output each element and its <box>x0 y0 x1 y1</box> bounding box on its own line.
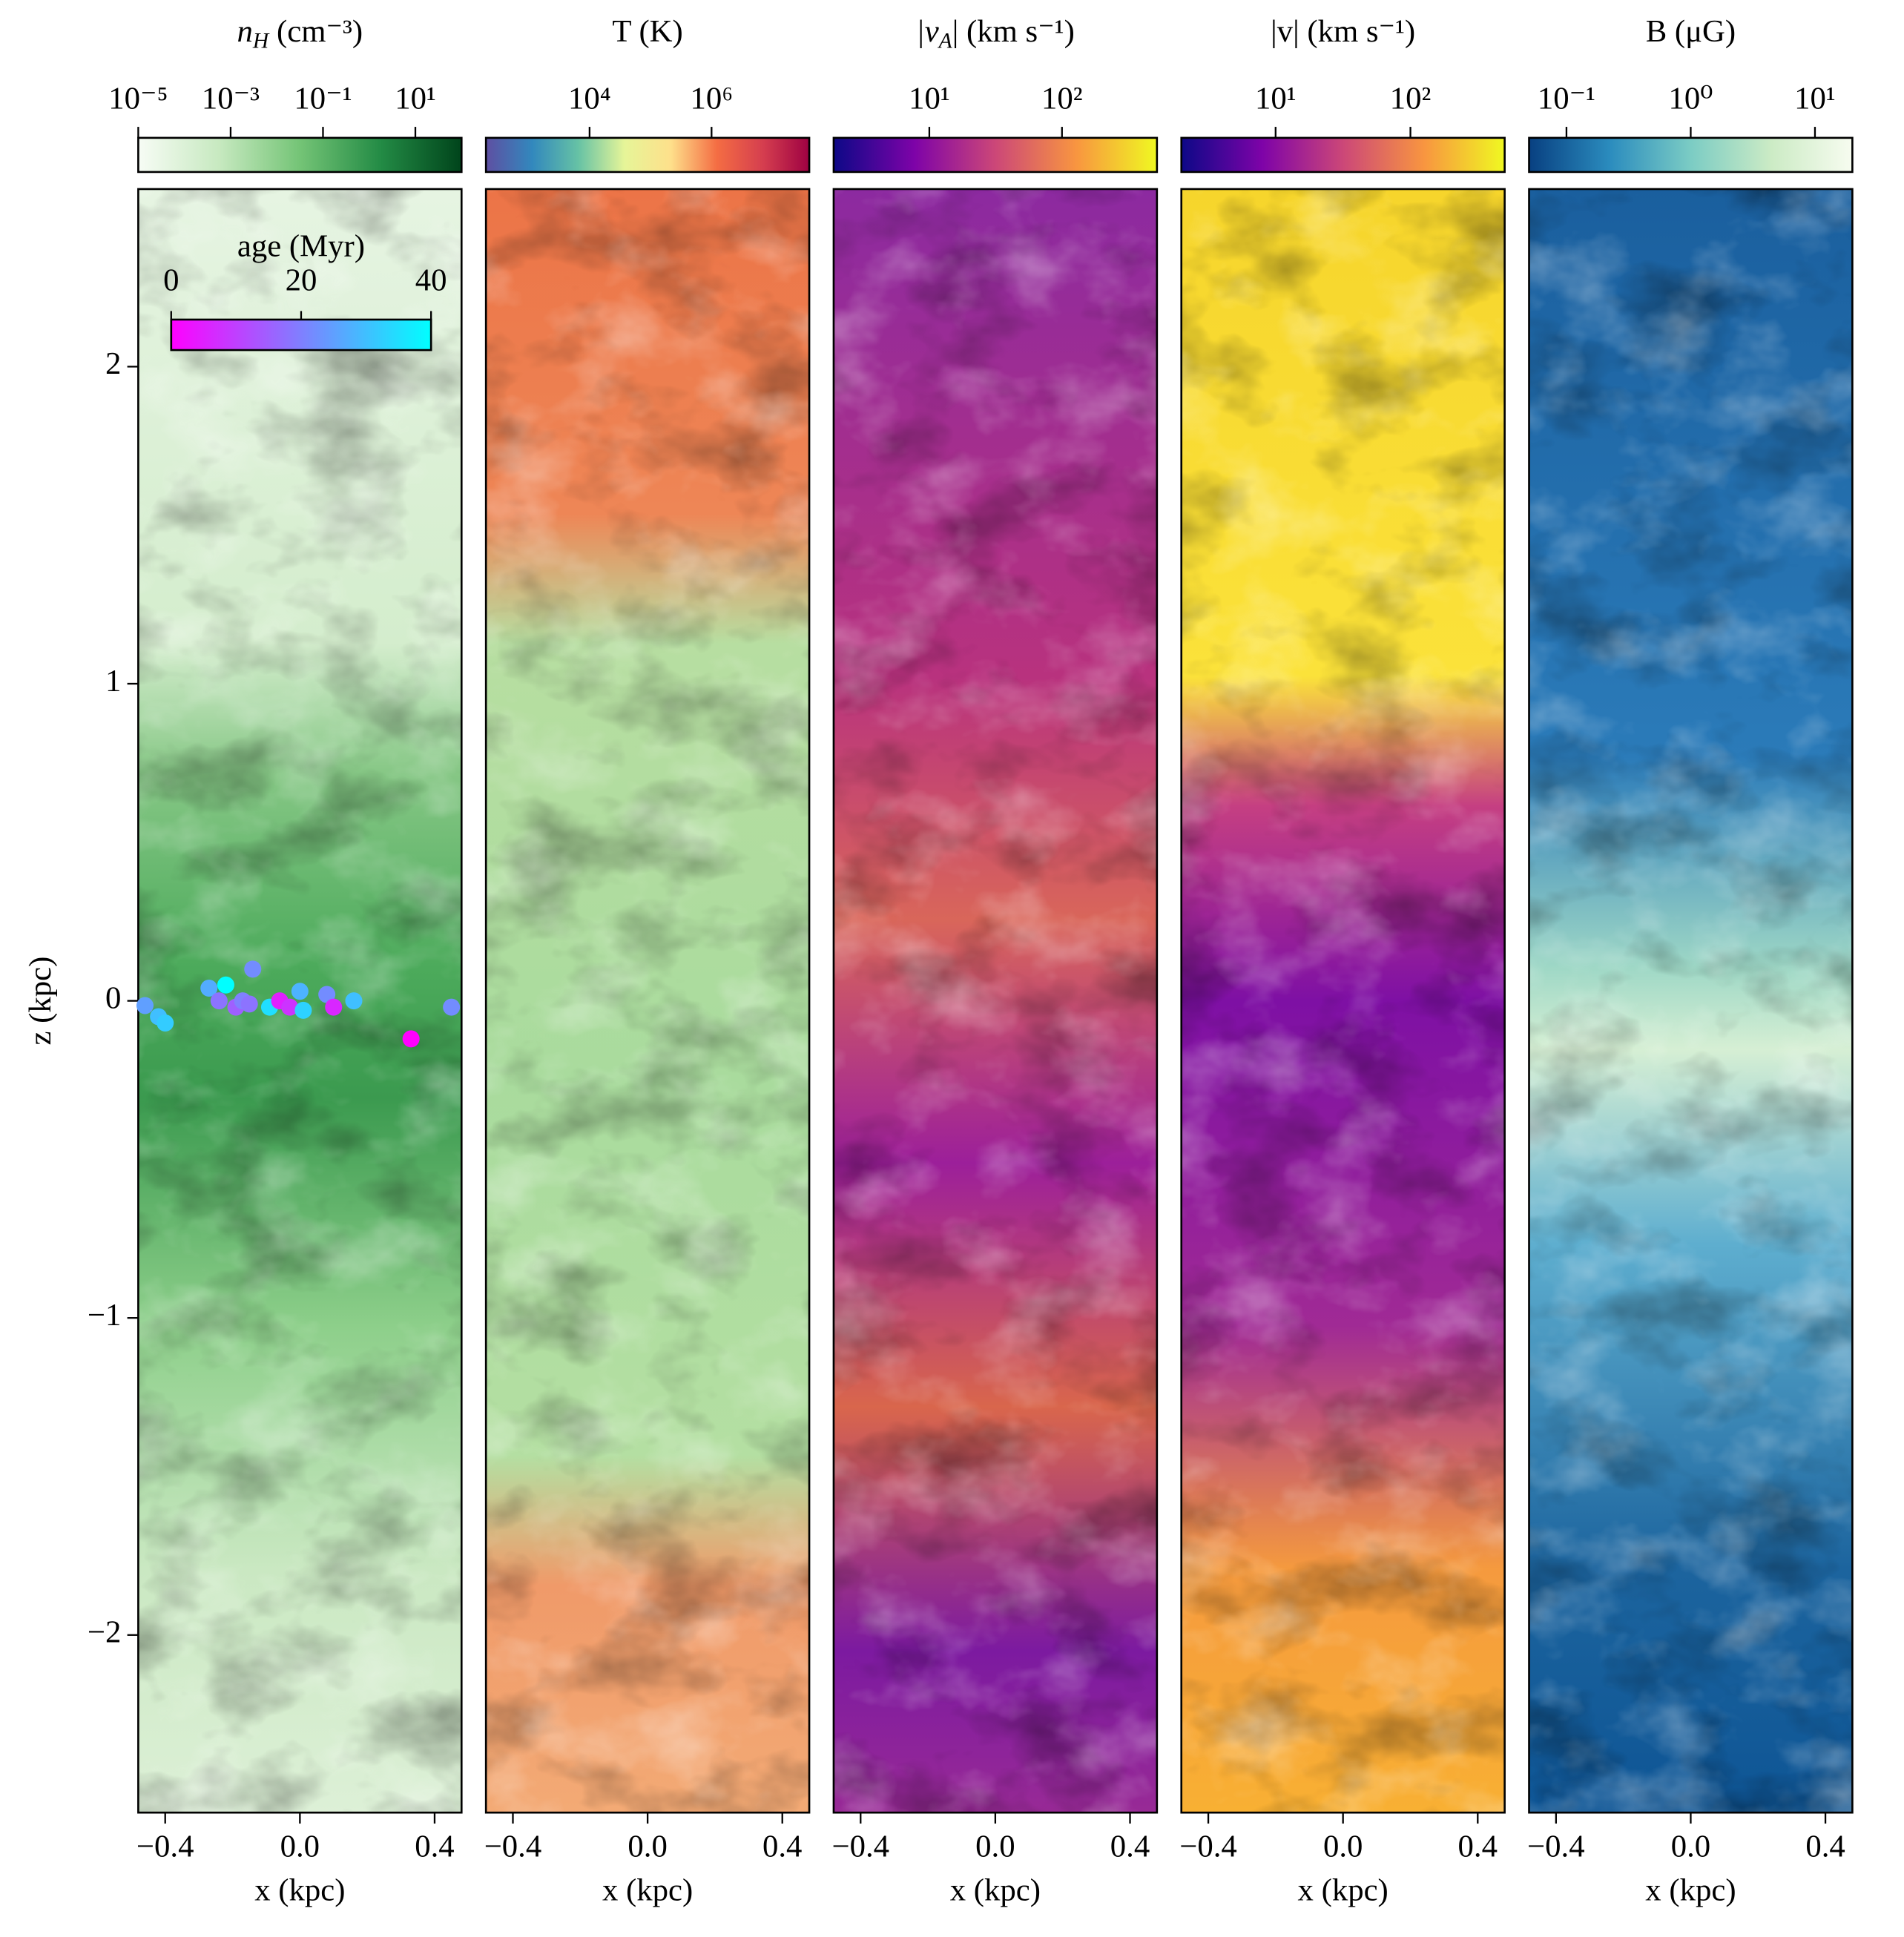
colorbar-tick-label: 10⁻¹ <box>294 81 352 116</box>
star-particle <box>210 992 228 1010</box>
colorbar <box>137 136 463 174</box>
colorbar-title: |vA| (km s⁻¹) <box>916 14 1075 53</box>
x-tick-label: −0.4 <box>1179 1829 1237 1864</box>
star-particle <box>157 1014 174 1032</box>
star-particle <box>200 979 218 997</box>
colorbar-tick-label: 10¹ <box>909 81 950 116</box>
colorbar-tick-label: 10⁻³ <box>202 81 260 116</box>
field-texture <box>138 188 462 1813</box>
field-texture <box>1529 188 1853 1813</box>
star-particle <box>291 983 309 1000</box>
x-tick-label: 0.4 <box>762 1829 802 1864</box>
x-tick-label: 0.0 <box>975 1829 1015 1864</box>
panel: −0.4 0.0 0.4 x (kpc) 10¹ 10² |vA| (km s⁻¹) <box>831 14 1159 1908</box>
field-texture <box>833 188 1157 1813</box>
colorbar-title: B (μG) <box>1646 14 1736 49</box>
star-particle <box>294 1001 312 1019</box>
star-particle <box>240 995 258 1013</box>
panel: −0.4 0.0 0.4 x (kpc) 10¹ 10² |v| (km s⁻¹) <box>1179 14 1506 1908</box>
star-particle <box>217 976 234 994</box>
y-axis-label: z (kpc) <box>23 957 58 1046</box>
colorbar-tick-label: 10⁻¹ <box>1538 81 1595 116</box>
field-texture <box>486 188 810 1813</box>
panel: −0.4 0.0 0.4 x (kpc) 10⁻¹ 10⁰ 10¹ B (μG) <box>1527 14 1854 1908</box>
x-tick-label: 0.4 <box>1805 1829 1845 1864</box>
title-subscript: H <box>252 29 270 53</box>
y-tick-label: 1 <box>105 664 121 699</box>
colorbar <box>832 136 1159 174</box>
x-axis-label: x (kpc) <box>950 1873 1041 1908</box>
star-particle <box>244 960 262 978</box>
colorbar-tick-label: 10¹ <box>1255 81 1297 116</box>
colorbar-tick-label: 10¹ <box>1794 81 1836 116</box>
y-tick-label: −1 <box>88 1298 121 1333</box>
field-texture <box>1181 188 1505 1813</box>
title-text: B (μG) <box>1646 14 1736 49</box>
y-tick-label: 0 <box>105 980 121 1015</box>
colorbar-tick-label: 10⁴ <box>568 81 611 116</box>
colorbar-tick-label: 10⁰ <box>1669 81 1713 116</box>
x-tick-label: −0.4 <box>1527 1829 1585 1864</box>
colorbar-tick-label: 10² <box>1390 81 1432 116</box>
colorbar <box>1528 136 1854 174</box>
age-colorbar-tick-label: 20 <box>286 263 317 297</box>
y-tick-label: −2 <box>88 1615 121 1650</box>
title-subscript: A <box>938 29 953 53</box>
x-axis-label: x (kpc) <box>1298 1873 1389 1908</box>
star-particle <box>345 992 363 1010</box>
panel: −0.4 0.0 0.4 x (kpc) −2 −1 0 1 2 z (kpc) 10⁻⁵ 10⁻³ 1… <box>23 14 463 1908</box>
colorbar-title: T (K) <box>612 14 682 49</box>
x-tick-label: 0.4 <box>415 1829 454 1864</box>
title-unit: (cm⁻³) <box>269 14 363 49</box>
colorbar <box>484 136 811 174</box>
star-particle <box>281 998 299 1016</box>
x-axis-label: x (kpc) <box>1645 1873 1736 1908</box>
title-text: n <box>237 14 253 49</box>
star-particle <box>443 998 461 1016</box>
x-tick-label: −0.4 <box>831 1829 889 1864</box>
x-tick-label: 0.4 <box>1458 1829 1498 1864</box>
x-axis-label: x (kpc) <box>254 1873 345 1908</box>
age-colorbar-tick-label: 0 <box>163 263 179 297</box>
colorbar-tick-label: 10⁻⁵ <box>108 81 168 116</box>
x-tick-label: 0.0 <box>1671 1829 1710 1864</box>
x-axis-label: x (kpc) <box>602 1873 693 1908</box>
x-tick-label: −0.4 <box>136 1829 194 1864</box>
colorbar-tick-label: 10¹ <box>395 81 436 116</box>
x-tick-label: 0.0 <box>627 1829 667 1864</box>
star-particle <box>136 997 154 1014</box>
y-tick-label: 2 <box>105 346 121 381</box>
colorbar-title: nH (cm⁻³) <box>237 14 363 53</box>
title-text: T (K) <box>612 14 682 49</box>
age-colorbar-title: age (Myr) <box>237 228 365 263</box>
x-tick-label: 0.0 <box>1323 1829 1363 1864</box>
x-tick-label: 0.0 <box>280 1829 320 1864</box>
star-particle <box>402 1030 420 1048</box>
star-particle <box>318 986 336 1003</box>
age-colorbar-tick-label: 40 <box>415 263 447 297</box>
star-particle <box>325 998 343 1016</box>
x-tick-label: 0.4 <box>1110 1829 1150 1864</box>
colorbar-title: |v| (km s⁻¹) <box>1271 14 1415 49</box>
title-text: |v <box>916 14 939 49</box>
colorbar-tick-label: 10⁶ <box>690 81 733 116</box>
colorbar <box>1180 136 1506 174</box>
colorbar-tick-label: 10² <box>1041 81 1083 116</box>
age-colorbar <box>170 318 432 352</box>
title-text: |v| (km s⁻¹) <box>1271 14 1415 49</box>
x-tick-label: −0.4 <box>484 1829 542 1864</box>
title-unit: | (km s⁻¹) <box>952 14 1075 49</box>
